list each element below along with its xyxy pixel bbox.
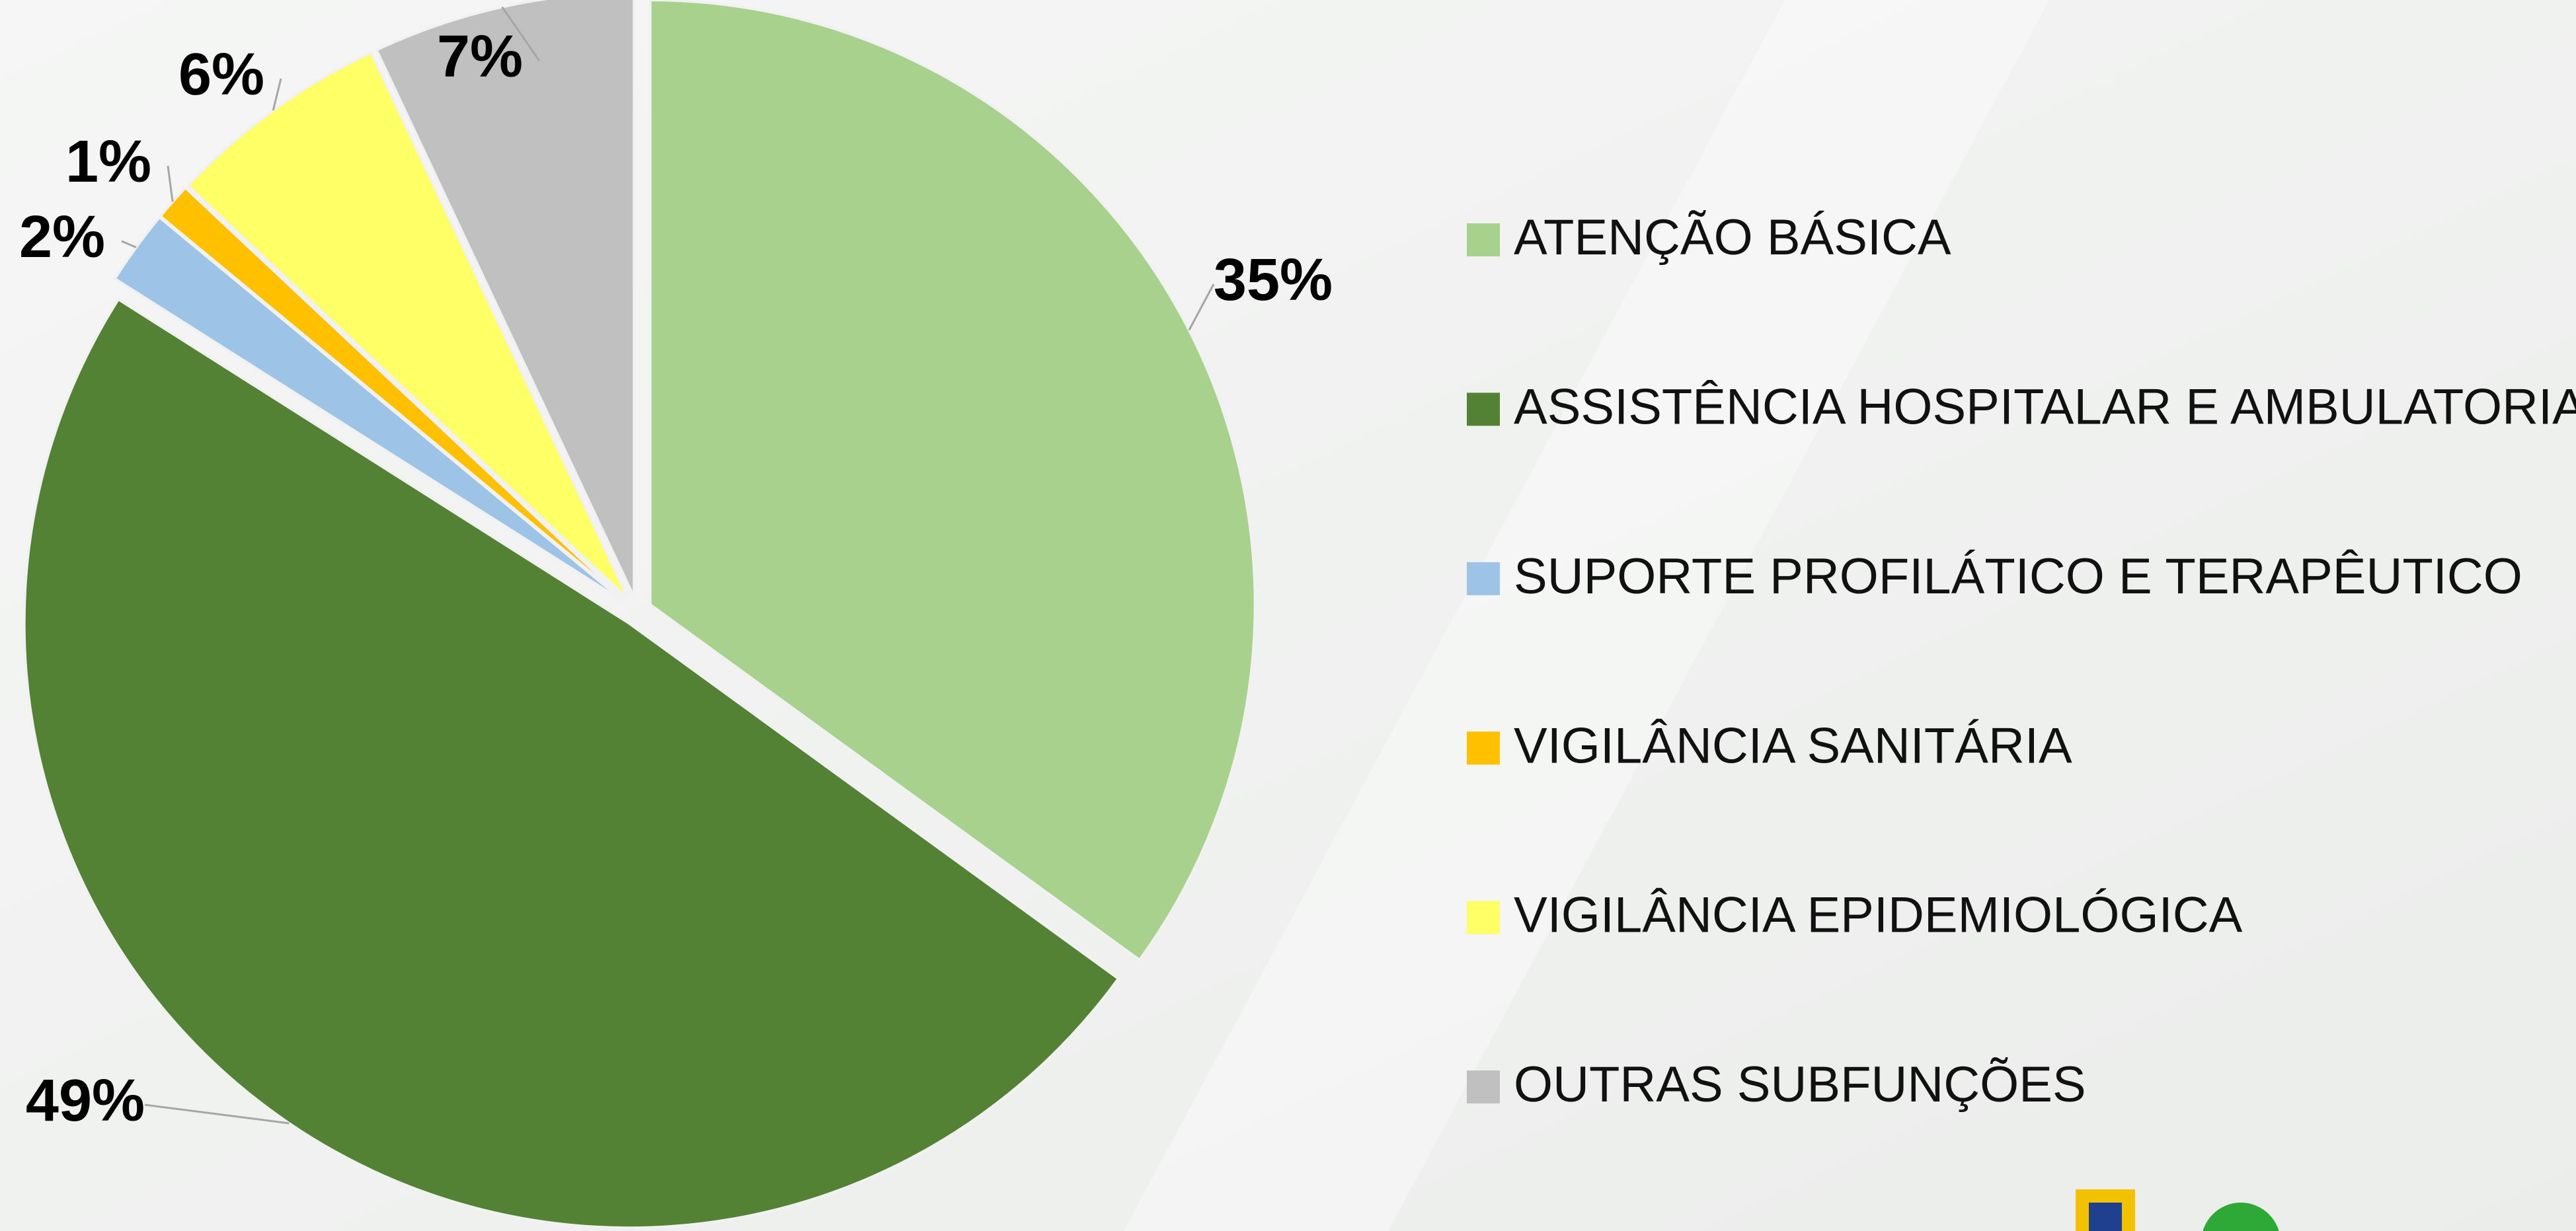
data-label: 35%: [1214, 247, 1333, 313]
legend-label: VIGILÂNCIA EPIDEMIOLÓGICA: [1514, 887, 2243, 944]
legend-swatch: [1467, 562, 1500, 595]
data-label: 2%: [19, 204, 105, 270]
data-label: 7%: [437, 24, 523, 90]
legend-swatch: [1467, 901, 1500, 934]
data-label: 49%: [26, 1068, 145, 1134]
legend-label: OUTRAS SUBFUNÇÕES: [1514, 1057, 2086, 1113]
legend-label: SUPORTE PROFILÁTICO E TERAPÊUTICO: [1514, 548, 2522, 605]
data-label: 1%: [65, 129, 151, 195]
page: 35% 49% 2% 1% 6% 7% ATENÇÃO BÁSICA ASSISTÊNCIA …: [0, 0, 2576, 1231]
legend-swatch: [1467, 731, 1500, 765]
legend-label: ASSISTÊNCIA HOSPITALAR E AMBULATORIAL: [1514, 379, 2576, 435]
legend-swatch: [1467, 1070, 1500, 1103]
legend-swatch: [1467, 392, 1500, 426]
legend-label: VIGILÂNCIA SANITÁRIA: [1514, 718, 2072, 774]
legend-swatch: [1467, 223, 1500, 256]
chart: 35% 49% 2% 1% 6% 7% ATENÇÃO BÁSICA ASSISTÊNCIA …: [0, 0, 2576, 1231]
legend-label: ATENÇÃO BÁSICA: [1514, 209, 1951, 266]
data-label: 6%: [178, 42, 264, 108]
